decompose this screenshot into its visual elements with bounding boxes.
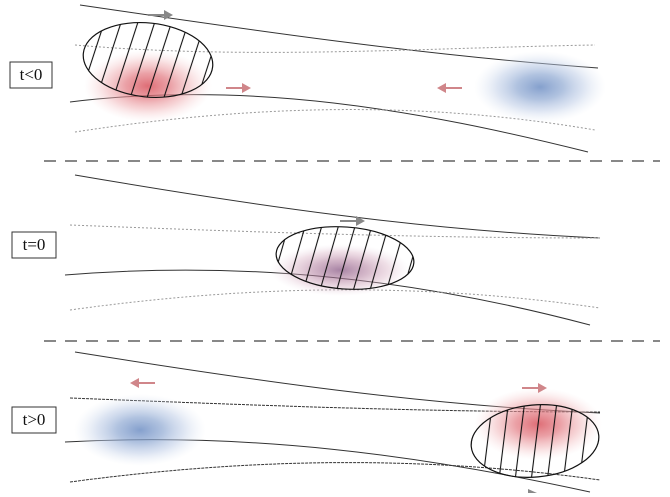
arrow xyxy=(512,489,537,493)
hatched-ellipse xyxy=(82,21,214,99)
arrow xyxy=(522,383,547,393)
label: t<0 xyxy=(20,65,43,84)
label-box xyxy=(9,61,53,89)
panel: t>0 xyxy=(11,351,602,493)
label-box xyxy=(11,231,57,259)
hatched-ellipse xyxy=(470,404,600,478)
arrow xyxy=(340,216,365,226)
arrow xyxy=(437,83,462,93)
hatched-ellipse xyxy=(275,226,415,290)
label: t>0 xyxy=(23,410,46,429)
label-box xyxy=(11,406,57,434)
blue-blob xyxy=(474,51,606,123)
panel: t<0 xyxy=(9,4,606,153)
arrow xyxy=(148,10,173,20)
panel: t=0 xyxy=(11,174,601,326)
arrow xyxy=(226,83,251,93)
arrow xyxy=(130,378,155,388)
curve xyxy=(74,174,601,239)
label: t=0 xyxy=(23,235,46,254)
blue-blob xyxy=(74,394,206,466)
